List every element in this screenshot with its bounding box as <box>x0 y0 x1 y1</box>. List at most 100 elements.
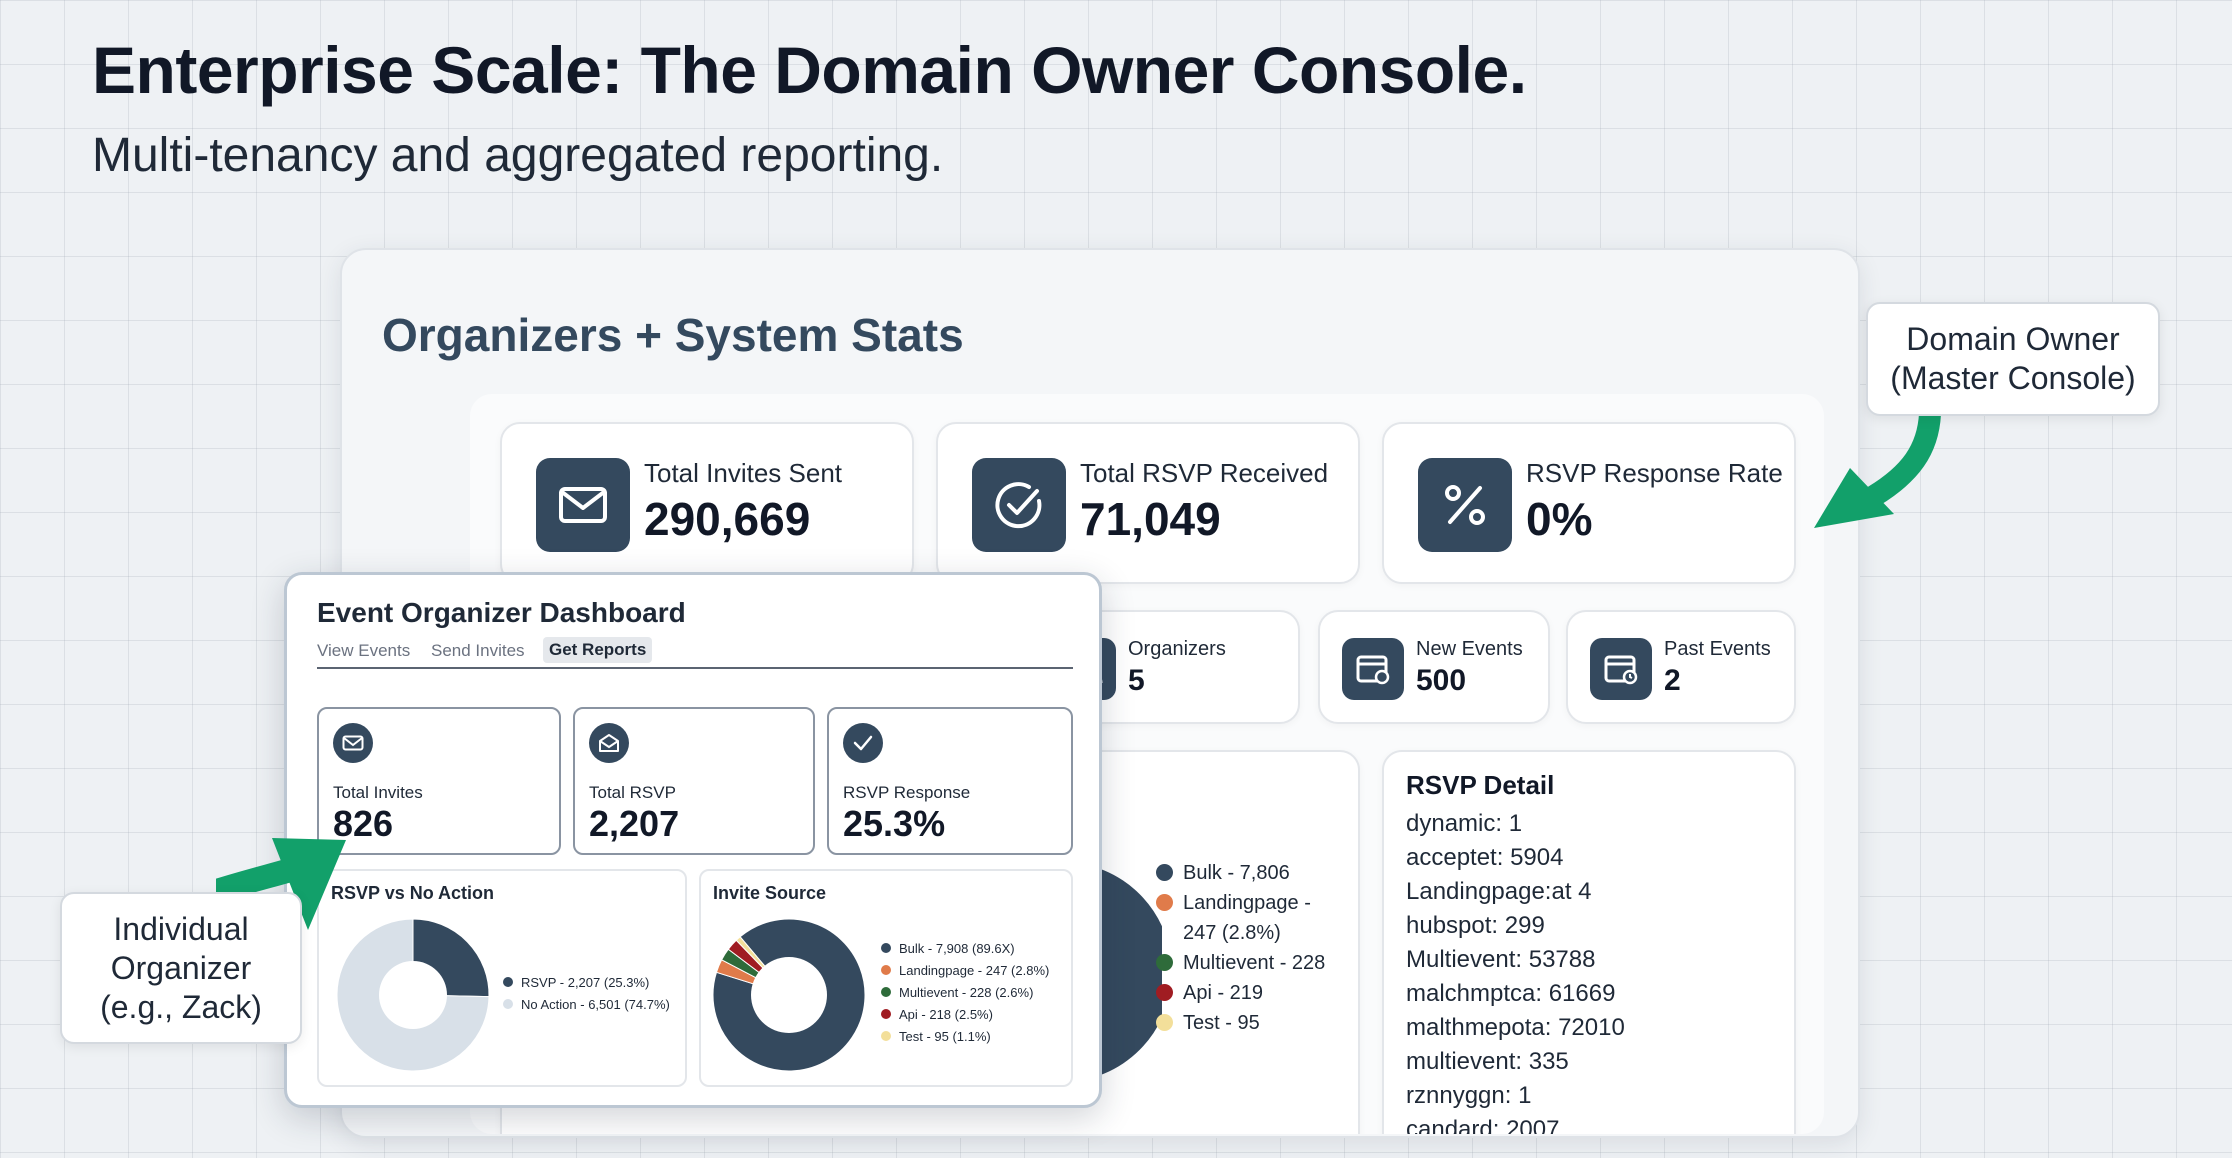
stat-label: Total Invites Sent <box>644 458 842 488</box>
callout-line: Organizer <box>110 949 252 986</box>
organizer-dashboard-title: Event Organizer Dashboard <box>317 597 686 628</box>
legend-label: No Action - 6,501 (74.7%) <box>521 996 670 1012</box>
calendar-new-icon <box>1342 638 1404 700</box>
legend-dot <box>1156 984 1173 1001</box>
rsvp-vs-no-action-chart: RSVP vs No Action RSVP - 2,207 (25.3%) N… <box>317 869 687 1087</box>
legend-label: Multievent - 228 <box>1183 952 1326 974</box>
rsvp-detail-line: Multievent: 53788 <box>1406 946 1596 973</box>
legend-item-test: Test - 95 (1.1%) <box>881 1025 1049 1047</box>
legend-dot <box>881 943 891 953</box>
rsvp-detail-line: acceptet: 5904 <box>1406 844 1564 871</box>
legend-item-bulk: Bulk - 7,806 <box>1156 858 1290 888</box>
stat-card-total-rsvp-received[interactable]: Total RSVP Received 71,049 <box>936 422 1360 584</box>
rsvp-detail-line: malchmptca: 61669 <box>1406 980 1616 1007</box>
stat-card-rsvp-response[interactable]: RSVP Response 25.3% <box>827 707 1073 855</box>
chart-title: Invite Source <box>713 883 827 903</box>
donut-slices <box>712 918 866 1072</box>
legend-item-api: Api - 218 (2.5%) <box>881 1003 1049 1025</box>
slide-subtitle: Multi-tenancy and aggregated reporting. <box>92 129 944 182</box>
callout-line: Domain Owner <box>1906 321 2120 357</box>
legend-dot <box>881 1009 891 1019</box>
arrow-to-master-console <box>1814 410 1941 528</box>
rsvp-detail-line: multievent: 335 <box>1406 1048 1569 1075</box>
stat-label: Total Invites <box>333 783 423 802</box>
rsvp-detail-line: hubspot: 299 <box>1406 912 1545 939</box>
organizer-tabs: View Events Send Invites Get Reports <box>317 637 1073 669</box>
stat-label: Organizers <box>1128 638 1226 660</box>
legend-dot <box>881 965 891 975</box>
stat-value: 290,669 <box>644 493 811 545</box>
stat-label: RSVP Response <box>843 783 971 802</box>
tab-view-events[interactable]: View Events <box>317 641 411 660</box>
envelope-icon <box>333 723 373 763</box>
legend-dot <box>881 1031 891 1041</box>
legend-label: Bulk - 7,908 (89.6X) <box>899 940 1015 956</box>
open-envelope-icon <box>589 723 629 763</box>
legend-item-rsvp: RSVP - 2,207 (25.3%) <box>503 971 670 993</box>
invite-source-chart: Invite Source Bulk - 7,908 (89.6X) Landi… <box>699 869 1073 1087</box>
legend-label: Api - 219 <box>1183 982 1264 1004</box>
stat-card-total-rsvp[interactable]: Total RSVP 2,207 <box>573 707 815 855</box>
donut-slices <box>336 918 490 1072</box>
percent-icon <box>1418 458 1512 552</box>
rsvp-detail-title: RSVP Detail <box>1406 770 1555 800</box>
rsvp-detail-line: Landingpage:at 4 <box>1406 878 1592 905</box>
invite-source-donut <box>712 918 866 1072</box>
stat-card-new-events[interactable]: New Events 500 <box>1318 610 1550 724</box>
stat-value: 0% <box>1526 493 1593 545</box>
stat-value: 71,049 <box>1080 493 1221 545</box>
rsvp-detail-panel: RSVP Detail dynamic: 1 acceptet: 5904 La… <box>1382 750 1796 1134</box>
legend-item-multievent: Multievent - 228 (2.6%) <box>881 981 1049 1003</box>
stat-value: 500 <box>1416 664 1467 697</box>
tab-get-reports[interactable]: Get Reports <box>543 637 653 663</box>
donut-slice-no-action <box>336 918 490 1072</box>
legend-item-no-action: No Action - 6,501 (74.7%) <box>503 993 670 1015</box>
calendar-past-icon <box>1590 638 1652 700</box>
stat-value: 5 <box>1128 664 1145 697</box>
stat-label: Past Events <box>1664 638 1771 660</box>
callout-individual-organizer: Individual Organizer (e.g., Zack) <box>60 892 302 1044</box>
stat-value: 2 <box>1664 664 1681 697</box>
check-circle-icon <box>972 458 1066 552</box>
donut-hole <box>751 957 827 1033</box>
legend-item-bulk: Bulk - 7,908 (89.6X) <box>881 937 1049 959</box>
donut-hole <box>379 961 447 1029</box>
stat-card-total-invites-sent[interactable]: Total Invites Sent 290,669 <box>500 422 914 584</box>
stat-value: 25.3% <box>843 803 946 844</box>
rsvp-chart-legend: RSVP - 2,207 (25.3%) No Action - 6,501 (… <box>503 971 670 1015</box>
rsvp-donut <box>336 918 490 1072</box>
stat-value: 826 <box>333 803 394 844</box>
legend-label: Api - 218 (2.5%) <box>899 1006 993 1022</box>
callout-line: Individual <box>113 910 249 947</box>
stat-value: 2,207 <box>589 803 680 844</box>
callout-line: (e.g., Zack) <box>100 988 262 1025</box>
rsvp-detail-line: malthmepota: 72010 <box>1406 1014 1625 1041</box>
rsvp-detail-line: dynamic: 1 <box>1406 810 1523 837</box>
legend-item-landingpage: Landingpage - 247 (2.8%) <box>1156 888 1311 948</box>
legend-dot <box>1156 894 1173 911</box>
legend-item-api: Api - 219 <box>1156 978 1263 1008</box>
legend-label: Test - 95 <box>1183 1012 1260 1034</box>
slide-title: Enterprise Scale: The Domain Owner Conso… <box>92 33 1527 107</box>
legend-item-test: Test - 95 <box>1156 1008 1260 1038</box>
legend-label-line1: Landingpage - <box>1183 892 1311 914</box>
console-title: Organizers + System Stats <box>382 309 964 361</box>
stat-label: Total RSVP Received <box>1080 458 1329 488</box>
legend-dot <box>503 977 513 987</box>
tab-send-invites[interactable]: Send Invites <box>431 641 525 660</box>
legend-item-landingpage: Landingpage - 247 (2.8%) <box>881 959 1049 981</box>
legend-dot <box>1156 864 1173 881</box>
legend-dot <box>1156 954 1173 971</box>
envelope-icon <box>536 458 630 552</box>
check-icon <box>843 723 883 763</box>
callout-domain-owner: Domain Owner (Master Console) <box>1866 302 2160 416</box>
rsvp-detail-line: rznnyggn: 1 <box>1406 1082 1532 1109</box>
stat-card-past-events[interactable]: Past Events 2 <box>1566 610 1796 724</box>
invite-source-legend: Bulk - 7,908 (89.6X) Landingpage - 247 (… <box>881 937 1049 1047</box>
callout-line: (Master Console) <box>1890 360 2136 396</box>
stat-card-rsvp-response-rate[interactable]: RSVP Response Rate 0% <box>1382 422 1796 584</box>
legend-label: Bulk - 7,806 <box>1183 862 1290 884</box>
chart-title: RSVP vs No Action <box>331 883 495 903</box>
stat-card-total-invites[interactable]: Total Invites 826 <box>317 707 561 855</box>
legend-label: Multievent - 228 (2.6%) <box>899 984 1034 1000</box>
